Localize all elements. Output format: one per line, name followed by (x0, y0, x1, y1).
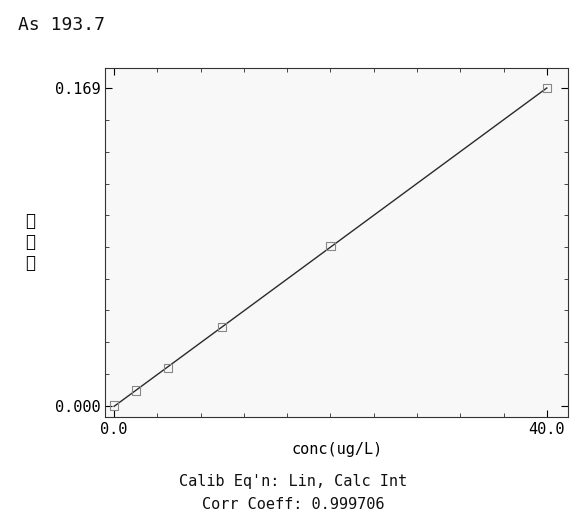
Point (110, 401, 119, 410)
X-axis label: conc(ug/L): conc(ug/L) (291, 442, 383, 457)
Point (131, 387, 141, 395)
Y-axis label: 吸
光
度: 吸 光 度 (25, 213, 35, 272)
Point (542, 84, 551, 93)
Text: As 193.7: As 193.7 (18, 16, 104, 34)
Point (326, 242, 335, 250)
Text: Calib Eq'n: Lin, Calc Int: Calib Eq'n: Lin, Calc Int (179, 475, 407, 489)
Point (217, 322, 227, 331)
Text: Corr Coeff: 0.999706: Corr Coeff: 0.999706 (202, 497, 384, 512)
Point (163, 364, 173, 372)
